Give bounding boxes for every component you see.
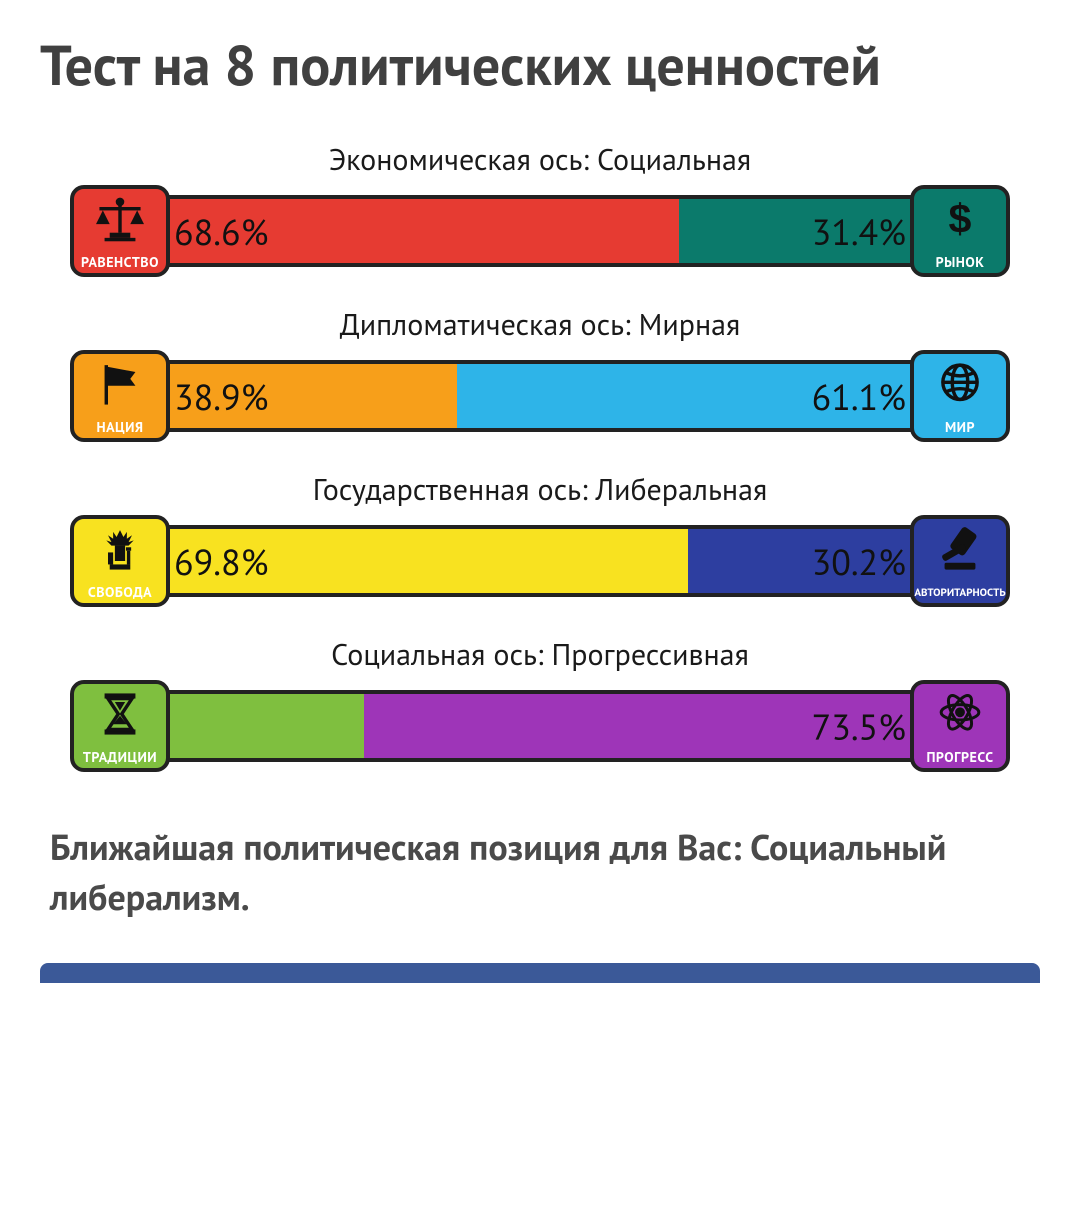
liberty-icon [92,525,148,573]
gavel-icon [932,525,988,573]
axis-label: Экономическая ось: Социальная [70,140,1010,179]
footer-bar [40,963,1040,983]
flag-icon [92,360,148,408]
bar-left: 38.9% [166,364,457,428]
bar-track: 68.6% 31.4% [166,195,914,267]
equality-badge: РАВЕНСТВО [70,185,170,277]
atom-icon [932,690,988,738]
nation-badge: НАЦИЯ [70,350,170,442]
bar-right: 61.1% [457,364,914,428]
conclusion-text: Ближайшая политическая позиция для Вас: … [40,822,1040,923]
globe-icon [932,360,988,408]
badge-caption: МИР [945,420,975,436]
liberty-badge: СВОБОДА [70,515,170,607]
axis-label: Социальная ось: Прогрессивная [70,635,1010,674]
scales-icon [92,195,148,243]
bar-track: 69.8% 30.2% [166,525,914,597]
axis-label: Дипломатическая ось: Мирная [70,305,1010,344]
hourglass-icon [92,690,148,738]
progress-badge: ПРОГРЕСС [910,680,1010,772]
badge-caption: ТРАДИЦИИ [83,750,157,766]
axes-container: Экономическая ось: Социальная РАВЕНСТВО [40,140,1040,772]
axis-state: Государственная ось: Либеральная СВОБОДА [70,470,1010,607]
axis-row: СВОБОДА 69.8% 30.2% АВТОРИТАРНОСТЬ [70,515,1010,607]
axis-row: ТРАДИЦИИ 73.5% ПРОГРЕСС [70,680,1010,772]
axis-label: Государственная ось: Либеральная [70,470,1010,509]
axis-row: РАВЕНСТВО 68.6% 31.4% $ РЫНОК [70,185,1010,277]
market-badge: $ РЫНОК [910,185,1010,277]
axis-diplomatic: Дипломатическая ось: Мирная НАЦИЯ 38.9% … [70,305,1010,442]
badge-caption: ПРОГРЕСС [926,750,993,766]
axis-row: НАЦИЯ 38.9% 61.1% МИР [70,350,1010,442]
tradition-badge: ТРАДИЦИИ [70,680,170,772]
world-badge: МИР [910,350,1010,442]
bar-left: 69.8% [166,529,688,593]
bar-right: 30.2% [688,529,914,593]
bar-left [166,694,364,758]
badge-caption: РЫНОК [936,255,985,271]
dollar-icon: $ [932,195,988,243]
bar-track: 73.5% [166,690,914,762]
badge-caption: РАВЕНСТВО [81,255,159,271]
authority-badge: АВТОРИТАРНОСТЬ [910,515,1010,607]
page-title: Тест на 8 политических ценностей [40,30,1040,100]
badge-caption: АВТОРИТАРНОСТЬ [914,588,1005,601]
bar-track: 38.9% 61.1% [166,360,914,432]
bar-right: 31.4% [679,199,914,263]
badge-caption: НАЦИЯ [96,420,143,436]
axis-social: Социальная ось: Прогрессивная ТРАДИЦИИ 7… [70,635,1010,772]
bar-left: 68.6% [166,199,679,263]
svg-text:$: $ [949,196,972,242]
bar-right: 73.5% [364,694,914,758]
axis-economic: Экономическая ось: Социальная РАВЕНСТВО [70,140,1010,277]
badge-caption: СВОБОДА [88,585,152,601]
